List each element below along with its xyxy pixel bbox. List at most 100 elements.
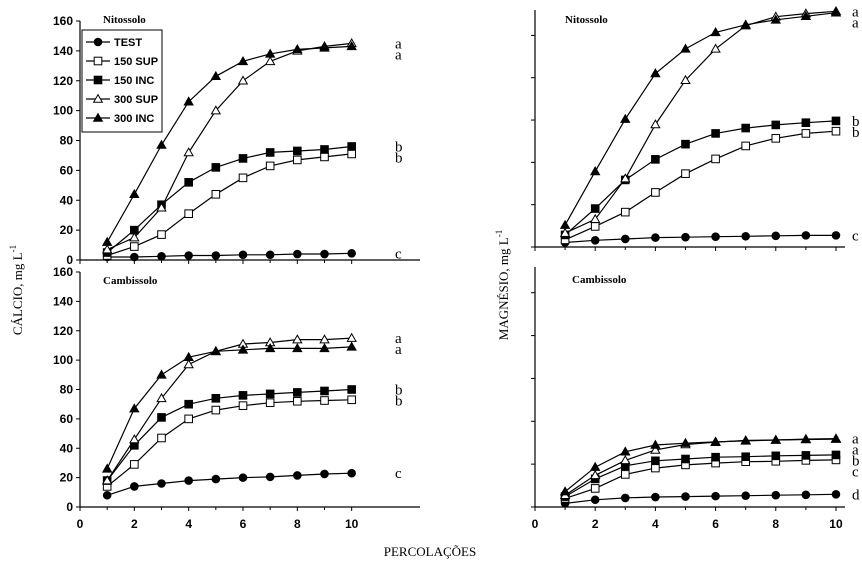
significance-letter: b [395, 139, 403, 155]
data-point [711, 154, 720, 164]
series-line [564, 438, 837, 496]
significance-letter: b [395, 150, 403, 166]
data-point [770, 434, 782, 444]
series-line [564, 459, 837, 499]
data-point [620, 234, 630, 244]
y-tick-label: 0 [66, 253, 73, 267]
data-point [157, 433, 166, 443]
series-150-inc [102, 142, 356, 257]
x-tick-label: 6 [712, 517, 719, 531]
data-point [130, 252, 139, 262]
data-point [320, 386, 329, 396]
data-point [101, 236, 113, 246]
data-point [680, 74, 691, 84]
data-point [320, 145, 329, 154]
data-point [650, 444, 661, 454]
data-point [800, 10, 812, 21]
series-line [106, 145, 352, 253]
significance-letter: a [395, 47, 402, 63]
legend-marker [93, 56, 103, 66]
data-point [347, 248, 356, 258]
panel-magnesium-nitossolo: Nitossolo aa bb c [531, 4, 860, 251]
data-point [210, 345, 222, 356]
data-point [831, 231, 841, 240]
series-line [565, 493, 837, 504]
data-point [184, 399, 193, 409]
data-point [347, 149, 356, 159]
data-point [129, 434, 140, 444]
data-point [711, 129, 720, 138]
data-point [831, 126, 841, 136]
panel-title: Nitossolo [103, 14, 146, 26]
y-tick-label: 100 [53, 104, 73, 118]
series-150-sup [560, 126, 841, 245]
legend-entry-300-inc: 300 INC [86, 112, 154, 125]
data-point [801, 231, 811, 240]
data-point [711, 452, 720, 462]
data-point [265, 250, 275, 260]
data-point [184, 209, 193, 218]
data-point [130, 460, 139, 469]
data-point [101, 244, 113, 254]
data-point [265, 472, 275, 482]
x-tick-label: 0 [532, 517, 539, 531]
series-test [102, 248, 356, 262]
legend-label: 150 INC [114, 75, 154, 87]
series-300-sup [559, 433, 842, 500]
series-line [564, 12, 837, 226]
x-tick-label: 8 [772, 517, 779, 531]
data-point [801, 451, 811, 460]
data-point [620, 173, 631, 183]
data-point [681, 492, 690, 501]
significance-letter: a [852, 4, 859, 20]
significance-letter: a [852, 15, 859, 31]
data-point [346, 341, 357, 351]
series-test [560, 231, 841, 247]
data-point [347, 385, 356, 394]
data-point [210, 105, 222, 115]
data-point [183, 359, 194, 369]
data-point [831, 450, 841, 460]
data-point [101, 475, 113, 485]
data-point [157, 479, 166, 488]
data-point [211, 189, 221, 199]
data-point [293, 146, 302, 156]
data-point [238, 154, 248, 163]
data-point [157, 413, 166, 422]
data-point [320, 396, 329, 405]
series-300-inc [101, 41, 357, 246]
data-point [211, 163, 221, 172]
significance-letter: b [852, 454, 860, 470]
legend-marker [93, 37, 103, 47]
data-point [264, 55, 276, 66]
data-point [590, 484, 600, 493]
data-point [801, 118, 811, 127]
data-point [590, 235, 600, 245]
data-point [620, 470, 630, 479]
data-point [238, 473, 248, 482]
x-tick-label: 4 [185, 517, 192, 531]
data-point [238, 250, 248, 260]
y-tick-label: 20 [60, 223, 74, 237]
data-point [184, 476, 193, 485]
data-point [265, 389, 275, 399]
data-point [184, 251, 193, 260]
significance-letter: d [852, 487, 860, 503]
data-point [211, 394, 221, 403]
panel-title: Nitossolo [565, 14, 608, 26]
series-300-inc [559, 7, 842, 229]
data-point [237, 55, 249, 66]
data-point [319, 334, 330, 344]
legend-entry-300-sup: 300 SUP [86, 93, 158, 106]
data-point [346, 332, 357, 342]
data-point [320, 249, 329, 259]
data-point [650, 68, 661, 78]
significance-letter: a [395, 342, 402, 358]
significance-letter: c [395, 466, 402, 482]
data-point [710, 43, 721, 53]
legend-marker [92, 112, 104, 122]
data-point [651, 188, 660, 197]
series-test [560, 490, 841, 508]
